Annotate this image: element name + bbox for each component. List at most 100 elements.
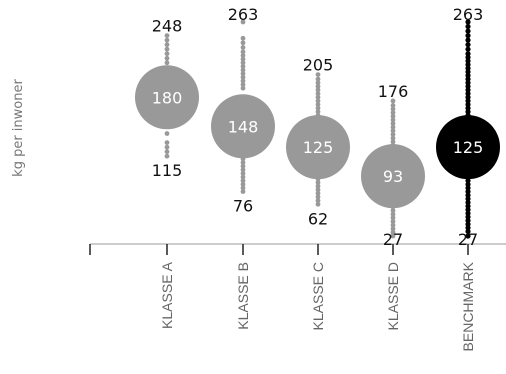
data-point [315, 72, 321, 77]
data-point [315, 102, 321, 107]
mean-label: 93 [383, 167, 403, 186]
data-point [240, 67, 246, 73]
data-point [465, 225, 471, 231]
data-point [315, 105, 321, 111]
data-point [465, 214, 471, 220]
data-point [390, 222, 396, 228]
data-point [390, 219, 396, 224]
data-point [465, 203, 471, 209]
data-point [164, 42, 170, 48]
data-point [465, 221, 471, 227]
data-point [240, 44, 246, 50]
min-label: 115 [152, 161, 183, 180]
data-point [315, 76, 321, 82]
data-point [390, 128, 396, 134]
data-point [240, 82, 246, 87]
data-point [390, 103, 396, 108]
max-label: 263 [228, 5, 259, 24]
min-label: 27 [383, 230, 403, 249]
mean-label: 125 [453, 138, 484, 157]
data-point [465, 42, 471, 48]
data-point [240, 49, 246, 55]
data-point [465, 51, 471, 57]
data-point [240, 85, 246, 91]
data-point [315, 183, 321, 189]
data-point [315, 194, 321, 200]
data-point [465, 196, 471, 202]
data-point [465, 58, 471, 64]
mean-bubble [436, 115, 500, 180]
data-point [240, 160, 246, 165]
data-point [164, 131, 170, 136]
data-point [390, 211, 396, 217]
min-label: 76 [233, 197, 253, 216]
data-point [315, 201, 321, 207]
data-point [315, 87, 321, 93]
data-point [164, 144, 170, 150]
data-point [465, 178, 471, 184]
data-point [240, 178, 246, 184]
data-point [240, 167, 246, 173]
data-point [465, 72, 471, 79]
data-point [390, 117, 396, 123]
data-point [465, 37, 471, 43]
chart-marks: 180 248 115 KLASSE A 148 263 76 KLASSE B 125 205 6… [135, 5, 500, 351]
mean-bubble [361, 144, 425, 209]
data-point [240, 74, 246, 80]
data-point [390, 139, 396, 145]
data-point [240, 35, 246, 41]
data-point [465, 19, 471, 25]
data-point [315, 109, 321, 115]
data-point [465, 228, 471, 235]
x-tick-label: KLASSE C [310, 262, 326, 330]
data-point [164, 51, 170, 57]
data-point [465, 62, 471, 68]
data-point [390, 110, 396, 116]
data-point [465, 91, 471, 97]
data-point [315, 94, 321, 100]
data-point [240, 174, 246, 180]
data-point [390, 106, 396, 112]
data-point [164, 55, 170, 61]
mean-label: 148 [228, 117, 259, 136]
x-tick-label: KLASSE A [159, 261, 175, 329]
min-label: 62 [308, 209, 328, 228]
data-point [390, 121, 396, 126]
data-point [465, 23, 471, 30]
data-point [465, 83, 471, 89]
mean-bubble [135, 65, 199, 130]
data-point [315, 91, 321, 97]
data-point [164, 153, 170, 159]
data-point [465, 105, 471, 111]
data-point [390, 226, 396, 232]
data-point [240, 171, 246, 176]
data-point [240, 78, 246, 84]
data-point [465, 101, 471, 108]
data-point [240, 163, 246, 169]
mean-bubble [211, 94, 275, 159]
data-point [315, 187, 321, 193]
data-point [240, 19, 246, 25]
data-point [465, 98, 471, 104]
data-point [240, 71, 246, 77]
data-point [465, 87, 471, 93]
data-point [465, 65, 471, 71]
data-point [164, 140, 170, 146]
data-point [315, 80, 321, 86]
data-point [164, 37, 170, 43]
data-point [465, 188, 471, 195]
data-point [164, 60, 170, 66]
data-point [240, 56, 246, 62]
data-point [164, 149, 170, 155]
x-tick-label: KLASSE D [385, 262, 401, 330]
data-point [390, 208, 396, 214]
data-point [465, 233, 471, 239]
data-point [465, 54, 471, 60]
data-point [465, 69, 471, 75]
data-point [465, 109, 471, 115]
data-point [390, 124, 396, 130]
data-point [465, 76, 471, 82]
data-point [390, 132, 396, 137]
data-point [240, 64, 246, 69]
data-point [315, 190, 321, 196]
